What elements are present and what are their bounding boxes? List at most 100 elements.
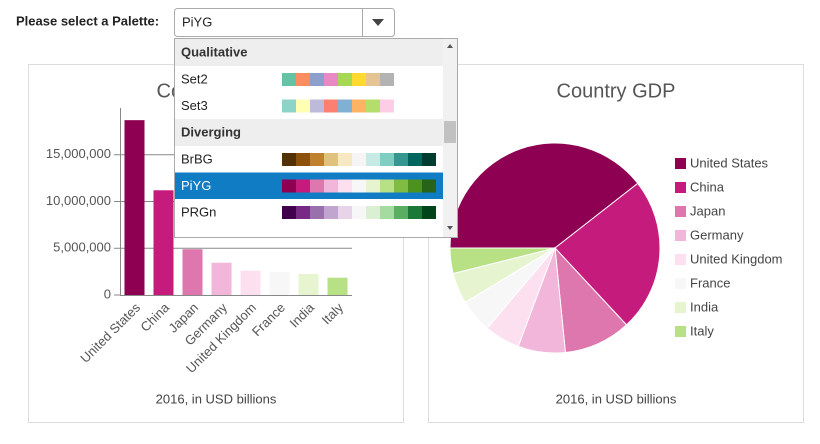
palette-swatch (408, 179, 422, 193)
palette-swatch (338, 73, 352, 86)
palette-swatch (310, 179, 324, 193)
bar (269, 272, 290, 295)
pie-slice (449, 247, 556, 275)
palette-swatch (282, 153, 296, 166)
legend-swatch (675, 254, 686, 265)
legend-label: India (690, 299, 719, 314)
palette-swatch (380, 99, 394, 113)
palette-swatch (324, 153, 338, 166)
group-name: Qualitative (181, 44, 247, 59)
chart-caption: 2016, in USD billions (156, 391, 277, 406)
palette-swatch (352, 73, 366, 86)
palette-swatch (310, 153, 324, 166)
palette-swatch (408, 153, 422, 166)
legend-swatch (675, 302, 686, 313)
dropdown-list: Qualitative Set2 Set3 Diverging BrBG PiYG PRGn (175, 39, 443, 226)
palette-swatch (338, 179, 352, 193)
scroll-down[interactable] (447, 226, 453, 230)
legend-label: China (690, 179, 725, 194)
legend-swatch (675, 182, 686, 193)
palette-swatch (338, 206, 352, 219)
dropdown: Qualitative Set2 Set3 Diverging BrBG PiYG PRGn (174, 38, 458, 238)
palette-swatch (282, 179, 296, 193)
palette-swatch (394, 179, 408, 193)
select-box[interactable] (174, 8, 395, 37)
bar (124, 120, 145, 295)
palette-swatch (380, 179, 394, 193)
legend-swatch (675, 326, 686, 337)
palette-swatch (380, 153, 394, 166)
palette-swatch (394, 206, 408, 219)
y-tick-label: 0 (104, 286, 111, 301)
palette-swatch (366, 206, 380, 219)
y-tick-label: 10,000,000 (46, 193, 111, 208)
chart-title: Country GDP (557, 80, 676, 102)
scroll-up[interactable] (447, 44, 453, 48)
palette-swatch (408, 206, 422, 219)
palette-name[interactable]: Set2 (181, 71, 208, 86)
palette-name[interactable]: BrBG (181, 151, 213, 166)
palette-swatch (338, 99, 352, 113)
legend-label: France (690, 275, 730, 290)
palette-swatch (324, 179, 338, 193)
bar (182, 249, 203, 295)
palette-swatch (296, 73, 310, 86)
palette-swatch (422, 153, 436, 166)
palette-swatch (366, 179, 380, 193)
palette-name[interactable]: Set3 (181, 98, 208, 113)
chart-caption: 2016, in USD billions (556, 391, 677, 406)
pie-chart: Country GDP 2016, in USD billions United S… (449, 80, 783, 406)
palette-swatch (422, 206, 436, 219)
palette-swatch (282, 99, 296, 113)
palette-swatch (324, 99, 338, 113)
group-name: Diverging (181, 124, 241, 139)
y-tick-label: 5,000,000 (53, 240, 111, 255)
palette-name[interactable]: PRGn (181, 204, 216, 219)
palette-swatch (310, 73, 324, 86)
palette-swatch (282, 73, 296, 86)
bar (298, 273, 319, 295)
palette-swatch (380, 206, 394, 219)
palette-swatch (352, 99, 366, 113)
legend-swatch (675, 278, 686, 289)
legend-label: United Kingdom (690, 251, 783, 266)
bar (327, 277, 348, 295)
palette-swatch (352, 153, 366, 166)
palette-swatch (394, 153, 408, 166)
palette-swatch (296, 99, 310, 113)
palette-swatch (282, 206, 296, 219)
palette-swatch (310, 99, 324, 113)
palette-swatch (352, 179, 366, 193)
legend-swatch (675, 206, 686, 217)
legend-label: United States (690, 155, 769, 170)
palette-swatch (324, 206, 338, 219)
select-value[interactable]: PiYG (182, 14, 212, 29)
group-header (175, 39, 443, 66)
select-arrow[interactable] (372, 19, 384, 26)
bar (153, 190, 174, 295)
palette-swatch (366, 153, 380, 166)
group-header (175, 119, 443, 146)
scrollbar-thumb[interactable] (444, 121, 456, 143)
palette-swatch (296, 206, 310, 219)
palette-swatch (380, 73, 394, 86)
legend-swatch (675, 230, 686, 241)
pie-slice (554, 182, 661, 326)
palette-name[interactable]: PiYG (181, 178, 211, 193)
palette-swatch (324, 73, 338, 86)
palette-swatch (422, 179, 436, 193)
y-tick-label: 15,000,000 (46, 146, 111, 161)
legend-swatch (675, 158, 686, 169)
palette-swatch (310, 206, 324, 219)
selector-label: Please select a Palette: (16, 13, 159, 28)
palette-swatch (338, 153, 352, 166)
palette-swatch (366, 73, 380, 86)
bar (211, 262, 232, 295)
legend-label: Italy (690, 323, 714, 338)
bar (240, 270, 261, 295)
palette-swatch (366, 99, 380, 113)
palette-swatch (296, 179, 310, 193)
palette-swatch (296, 153, 310, 166)
